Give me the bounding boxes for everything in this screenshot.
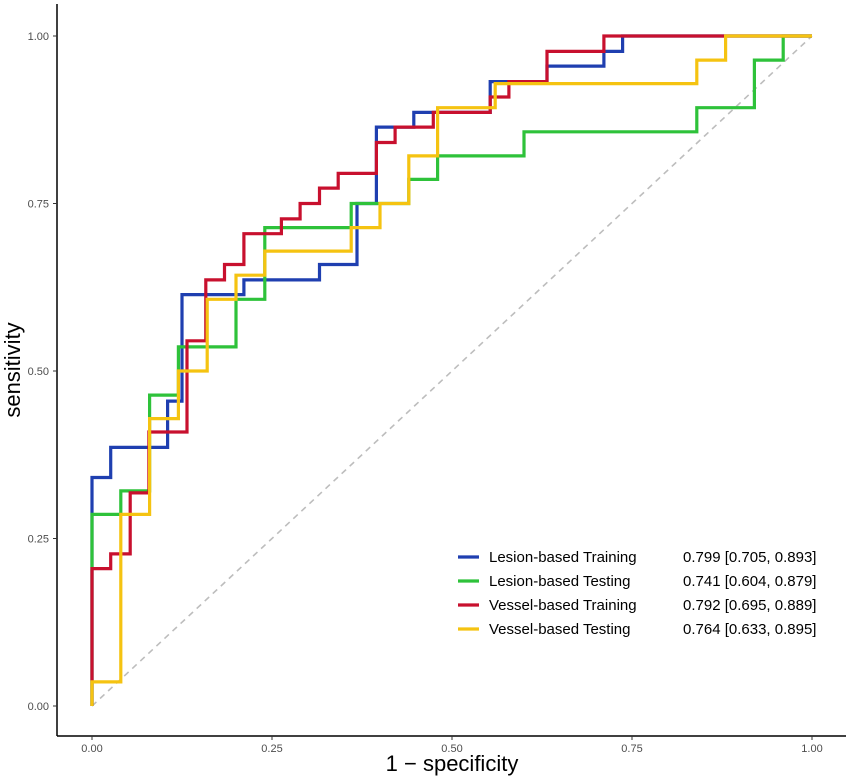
legend-series-name: Vessel-based Training [489, 597, 637, 614]
y-axis-title: sensitivity [0, 322, 25, 417]
y-tick-label: 0.75 [28, 199, 49, 211]
legend-series-name: Lesion-based Testing [489, 573, 631, 590]
roc-series-line-4 [90, 34, 812, 706]
y-tick-label: 0.00 [28, 701, 49, 713]
reference-diagonal-line [91, 35, 813, 707]
legend: Lesion-based Training 0.799 [0.705, 0.893… [458, 549, 816, 638]
x-tick-label: 0.00 [81, 743, 102, 755]
legend-auc-value: 0.764 [0.633, 0.895] [683, 621, 816, 638]
x-tick-label: 0.75 [621, 743, 642, 755]
y-tick-label: 1.00 [28, 31, 49, 43]
legend-series-name: Vessel-based Testing [489, 621, 630, 638]
x-axis-title: 1 − specificity [386, 751, 519, 776]
legend-series-name: Lesion-based Training [489, 549, 637, 566]
y-axis-ticks: 0.00 0.25 0.50 0.75 1.00 [28, 31, 57, 713]
y-tick-label: 0.25 [28, 534, 49, 546]
legend-auc-value: 0.741 [0.604, 0.879] [683, 573, 816, 590]
x-tick-label: 1.00 [801, 743, 822, 755]
x-axis-ticks: 0.00 0.25 0.50 0.75 1.00 [81, 736, 823, 755]
legend-auc-value: 0.799 [0.705, 0.893] [683, 549, 816, 566]
y-tick-label: 0.50 [28, 366, 49, 378]
x-tick-label: 0.50 [441, 743, 462, 755]
legend-auc-value: 0.792 [0.695, 0.889] [683, 597, 816, 614]
x-tick-label: 0.25 [261, 743, 282, 755]
reference-layer [91, 35, 813, 707]
series-layer [90, 34, 812, 706]
roc-series-line-1 [90, 34, 812, 706]
